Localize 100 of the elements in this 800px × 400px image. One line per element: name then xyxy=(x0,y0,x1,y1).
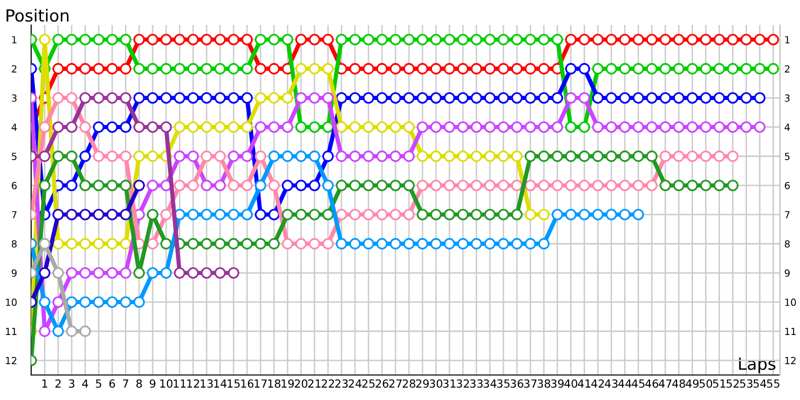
point xyxy=(308,92,320,104)
point xyxy=(38,296,50,308)
point xyxy=(578,121,590,133)
point xyxy=(160,208,172,220)
x-tick-label: 39 xyxy=(551,379,564,388)
point xyxy=(282,208,294,220)
point xyxy=(457,208,469,220)
point xyxy=(740,121,752,133)
point xyxy=(430,92,442,104)
point xyxy=(484,238,496,250)
point xyxy=(673,121,685,133)
point xyxy=(619,208,631,220)
point xyxy=(484,150,496,162)
point xyxy=(146,63,158,74)
point xyxy=(268,208,280,220)
point xyxy=(578,92,590,104)
point xyxy=(376,121,388,133)
point xyxy=(79,34,91,46)
point xyxy=(376,238,388,250)
point xyxy=(174,63,186,74)
point xyxy=(66,150,78,162)
point xyxy=(295,121,307,133)
point xyxy=(254,150,266,162)
point xyxy=(187,208,199,220)
point xyxy=(38,238,50,250)
y-tick-label: 2 xyxy=(12,65,16,72)
point xyxy=(376,150,388,162)
point xyxy=(336,34,348,46)
point xyxy=(538,63,550,74)
point xyxy=(174,150,186,162)
point xyxy=(714,92,725,104)
point xyxy=(727,121,738,133)
point xyxy=(336,238,348,250)
point xyxy=(52,121,64,133)
point xyxy=(79,121,91,133)
point xyxy=(133,63,145,74)
point xyxy=(52,150,64,162)
point xyxy=(686,150,698,162)
x-tick-label: 23 xyxy=(335,379,348,388)
point xyxy=(524,208,536,220)
point xyxy=(524,92,536,104)
point xyxy=(524,121,536,133)
point xyxy=(686,121,698,133)
point xyxy=(390,34,402,46)
x-tick-label: 28 xyxy=(402,379,416,388)
point xyxy=(565,92,577,104)
point xyxy=(565,180,577,192)
point xyxy=(295,150,307,162)
point xyxy=(66,296,78,308)
point xyxy=(660,180,672,192)
point xyxy=(646,150,658,162)
point xyxy=(120,63,132,74)
point xyxy=(133,180,145,192)
x-tick-label: 9 xyxy=(150,379,156,388)
point xyxy=(660,121,672,133)
x-tick-label: 51 xyxy=(713,380,726,388)
point xyxy=(295,63,307,74)
y-tick-label: 3 xyxy=(12,94,17,102)
point xyxy=(484,63,496,74)
point xyxy=(92,208,104,220)
point xyxy=(376,34,388,46)
point xyxy=(565,63,577,74)
point xyxy=(336,121,348,133)
point xyxy=(592,121,604,133)
x-tick-label: 40 xyxy=(564,379,578,388)
point xyxy=(457,63,469,74)
x-tick-label: 55 xyxy=(767,380,780,388)
point xyxy=(200,238,212,250)
point xyxy=(524,238,536,250)
x-tick-label: 15 xyxy=(228,380,240,388)
point xyxy=(146,180,158,192)
point xyxy=(322,121,334,133)
x-tick-label: 6 xyxy=(109,379,115,388)
point xyxy=(52,208,64,220)
point xyxy=(295,92,307,104)
point xyxy=(390,180,402,192)
point xyxy=(416,208,428,220)
point xyxy=(268,63,280,74)
point xyxy=(52,238,64,250)
x-tick-label: 25 xyxy=(362,379,375,388)
point xyxy=(79,238,91,250)
x-tick-label: 52 xyxy=(726,379,739,388)
point xyxy=(565,121,577,133)
point xyxy=(606,92,618,104)
point xyxy=(106,92,118,104)
point xyxy=(686,92,698,104)
point xyxy=(416,180,428,192)
point xyxy=(592,208,604,220)
point xyxy=(214,208,226,220)
point xyxy=(200,267,212,279)
point xyxy=(254,63,266,74)
point xyxy=(606,208,618,220)
point xyxy=(241,63,253,74)
x-tick-label: 5 xyxy=(96,380,102,388)
point xyxy=(241,92,253,104)
point xyxy=(457,92,469,104)
point xyxy=(714,63,725,74)
point xyxy=(524,150,536,162)
point xyxy=(200,34,212,46)
y2-tick-label: 2 xyxy=(784,65,790,72)
